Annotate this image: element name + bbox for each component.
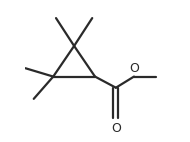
Text: O: O bbox=[129, 62, 139, 75]
Text: O: O bbox=[111, 122, 121, 135]
